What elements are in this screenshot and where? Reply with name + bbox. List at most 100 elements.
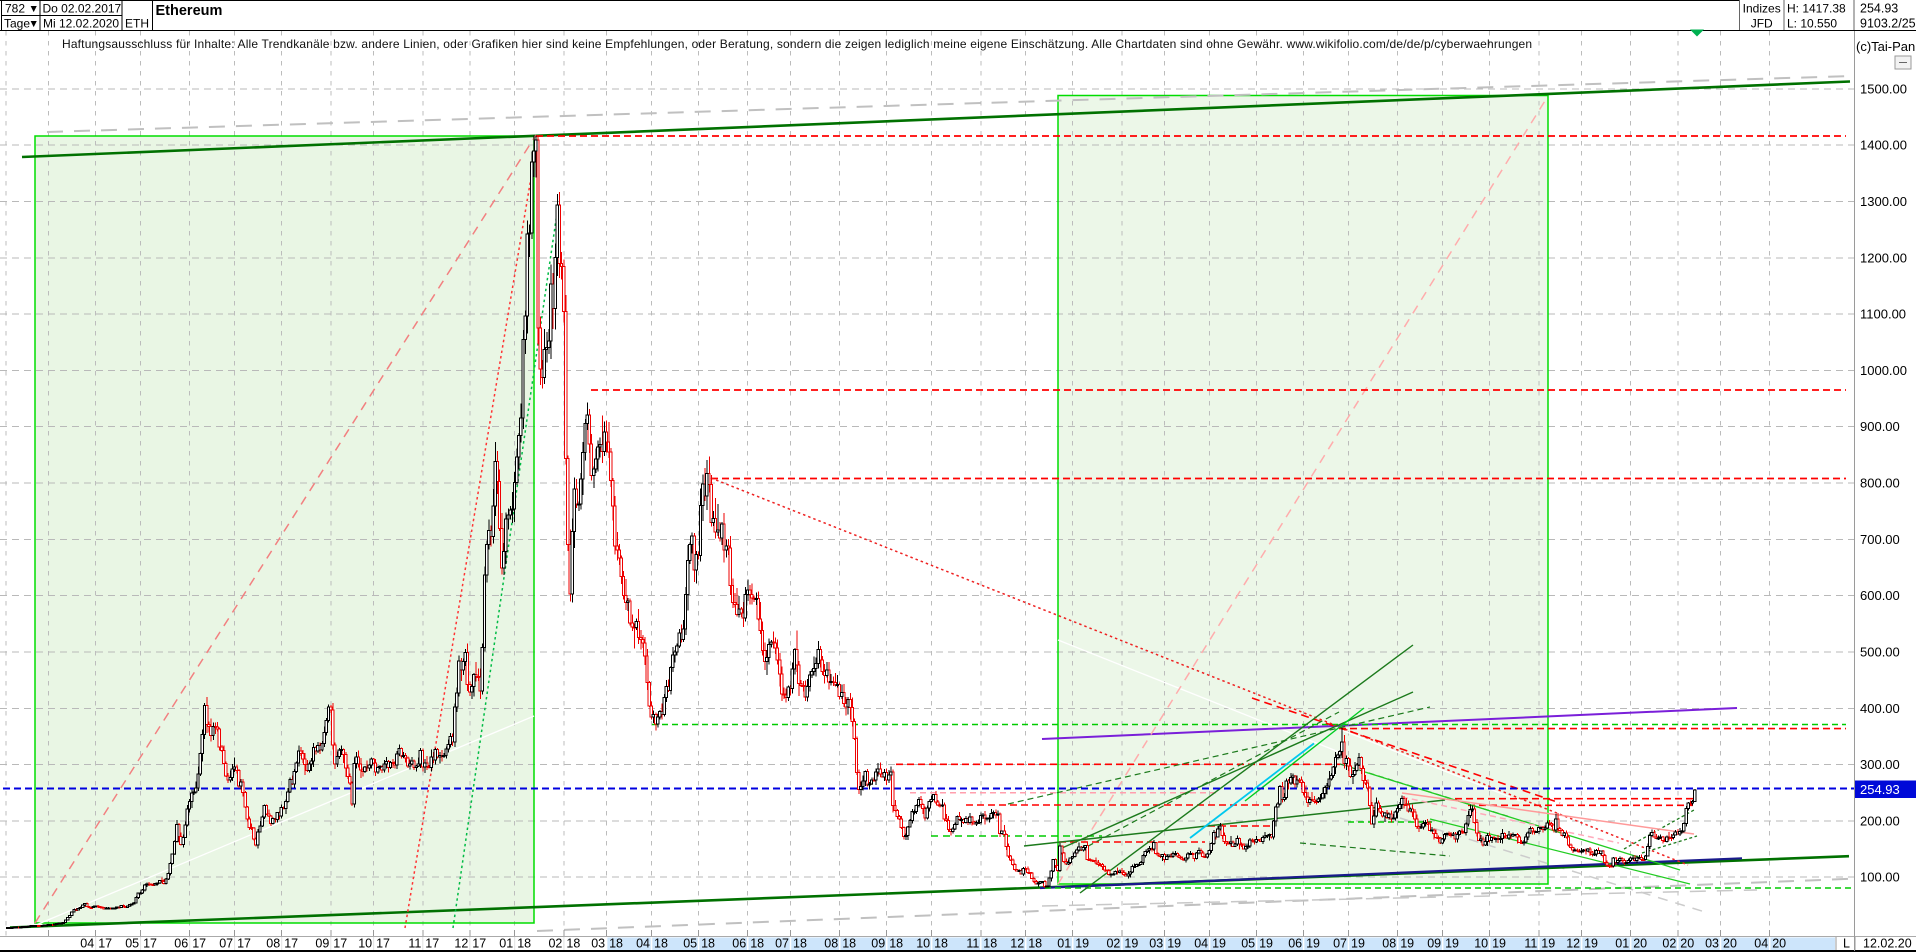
svg-text:800.00: 800.00 — [1860, 476, 1900, 491]
svg-text:03: 03 — [591, 937, 605, 951]
svg-text:19: 19 — [1167, 937, 1181, 951]
svg-text:400.00: 400.00 — [1860, 701, 1900, 716]
svg-text:1000.00: 1000.00 — [1860, 363, 1907, 378]
svg-text:Ethereum: Ethereum — [156, 3, 223, 19]
svg-text:09: 09 — [871, 937, 885, 951]
svg-text:06: 06 — [174, 937, 188, 951]
svg-text:Indizes: Indizes — [1743, 2, 1781, 16]
svg-text:07: 07 — [219, 937, 233, 951]
svg-text:9103.2/25: 9103.2/25 — [1860, 17, 1916, 31]
svg-text:18: 18 — [1028, 937, 1042, 951]
svg-text:01: 01 — [499, 937, 513, 951]
svg-text:07: 07 — [1333, 937, 1347, 951]
svg-text:Haftungsausschluss für Inhalte: Haftungsausschluss für Inhalte: Alle Tre… — [62, 37, 1532, 51]
svg-text:19: 19 — [1400, 937, 1414, 951]
svg-text:300.00: 300.00 — [1860, 757, 1900, 772]
svg-text:20: 20 — [1633, 937, 1647, 951]
svg-text:05: 05 — [683, 937, 697, 951]
svg-text:L: L — [1843, 937, 1850, 951]
svg-text:1200.00: 1200.00 — [1860, 250, 1907, 265]
svg-text:19: 19 — [1351, 937, 1365, 951]
svg-text:18: 18 — [609, 937, 623, 951]
svg-text:254.93: 254.93 — [1860, 2, 1898, 16]
svg-text:02: 02 — [1662, 937, 1676, 951]
svg-text:08: 08 — [266, 937, 280, 951]
svg-text:02: 02 — [1106, 937, 1120, 951]
svg-text:12: 12 — [1010, 937, 1024, 951]
svg-text:03: 03 — [1149, 937, 1163, 951]
svg-text:19: 19 — [1306, 937, 1320, 951]
svg-text:09: 09 — [1427, 937, 1441, 951]
svg-text:11: 11 — [966, 937, 979, 951]
svg-text:20: 20 — [1772, 937, 1786, 951]
svg-text:1500.00: 1500.00 — [1860, 81, 1907, 96]
svg-text:12: 12 — [454, 937, 468, 951]
svg-text:11: 11 — [408, 937, 421, 951]
svg-text:04: 04 — [636, 937, 650, 951]
svg-text:700.00: 700.00 — [1860, 532, 1900, 547]
svg-text:900.00: 900.00 — [1860, 419, 1900, 434]
svg-text:07: 07 — [775, 937, 789, 951]
svg-text:19: 19 — [1212, 937, 1226, 951]
svg-text:H: 1417.38: H: 1417.38 — [1787, 2, 1846, 16]
svg-text:17: 17 — [237, 937, 251, 951]
svg-text:06: 06 — [732, 937, 746, 951]
svg-text:02: 02 — [548, 937, 562, 951]
svg-text:01: 01 — [1057, 937, 1071, 951]
svg-text:1100.00: 1100.00 — [1860, 307, 1906, 322]
svg-text:ETH: ETH — [125, 17, 149, 31]
svg-text:782: 782 — [5, 2, 25, 16]
svg-text:01: 01 — [1615, 937, 1629, 951]
svg-text:▼: ▼ — [29, 18, 39, 30]
svg-text:17: 17 — [192, 937, 206, 951]
svg-text:18: 18 — [566, 937, 580, 951]
svg-text:▼: ▼ — [29, 3, 39, 15]
svg-text:JFD: JFD — [1751, 17, 1773, 31]
svg-text:200.00: 200.00 — [1860, 813, 1900, 828]
svg-text:17: 17 — [333, 937, 347, 951]
svg-text:500.00: 500.00 — [1860, 644, 1900, 659]
svg-text:17: 17 — [284, 937, 298, 951]
svg-text:18: 18 — [793, 937, 807, 951]
svg-text:19: 19 — [1124, 937, 1138, 951]
svg-text:100.00: 100.00 — [1860, 870, 1900, 885]
svg-text:18: 18 — [983, 937, 997, 951]
svg-text:04: 04 — [80, 937, 94, 951]
svg-text:04: 04 — [1194, 937, 1208, 951]
svg-text:19: 19 — [1259, 937, 1273, 951]
svg-text:18: 18 — [701, 937, 715, 951]
svg-text:17: 17 — [425, 937, 439, 951]
svg-text:19: 19 — [1541, 937, 1555, 951]
svg-text:254.93: 254.93 — [1860, 782, 1900, 797]
svg-text:600.00: 600.00 — [1860, 588, 1900, 603]
svg-text:18: 18 — [750, 937, 764, 951]
svg-text:(c)Tai-Pan: (c)Tai-Pan — [1856, 39, 1915, 54]
svg-text:10: 10 — [358, 937, 372, 951]
svg-text:09: 09 — [315, 937, 329, 951]
svg-text:18: 18 — [842, 937, 856, 951]
svg-text:10: 10 — [1474, 937, 1488, 951]
svg-text:06: 06 — [1288, 937, 1302, 951]
svg-text:17: 17 — [143, 937, 157, 951]
svg-text:11: 11 — [1524, 937, 1537, 951]
svg-text:1400.00: 1400.00 — [1860, 138, 1907, 153]
svg-text:19: 19 — [1492, 937, 1506, 951]
svg-text:19: 19 — [1445, 937, 1459, 951]
svg-text:08: 08 — [824, 937, 838, 951]
svg-text:Tage: Tage — [4, 17, 30, 31]
svg-text:18: 18 — [934, 937, 948, 951]
svg-text:20: 20 — [1723, 937, 1737, 951]
svg-text:17: 17 — [472, 937, 486, 951]
svg-text:17: 17 — [98, 937, 112, 951]
svg-text:12.02.20: 12.02.20 — [1863, 937, 1912, 951]
svg-text:19: 19 — [1584, 937, 1598, 951]
svg-text:08: 08 — [1382, 937, 1396, 951]
svg-text:03: 03 — [1705, 937, 1719, 951]
svg-text:18: 18 — [889, 937, 903, 951]
svg-text:18: 18 — [654, 937, 668, 951]
svg-text:17: 17 — [376, 937, 390, 951]
svg-text:Do 02.02.2017: Do 02.02.2017 — [43, 2, 122, 16]
svg-text:05: 05 — [125, 937, 139, 951]
svg-text:1300.00: 1300.00 — [1860, 194, 1907, 209]
svg-text:12: 12 — [1566, 937, 1580, 951]
